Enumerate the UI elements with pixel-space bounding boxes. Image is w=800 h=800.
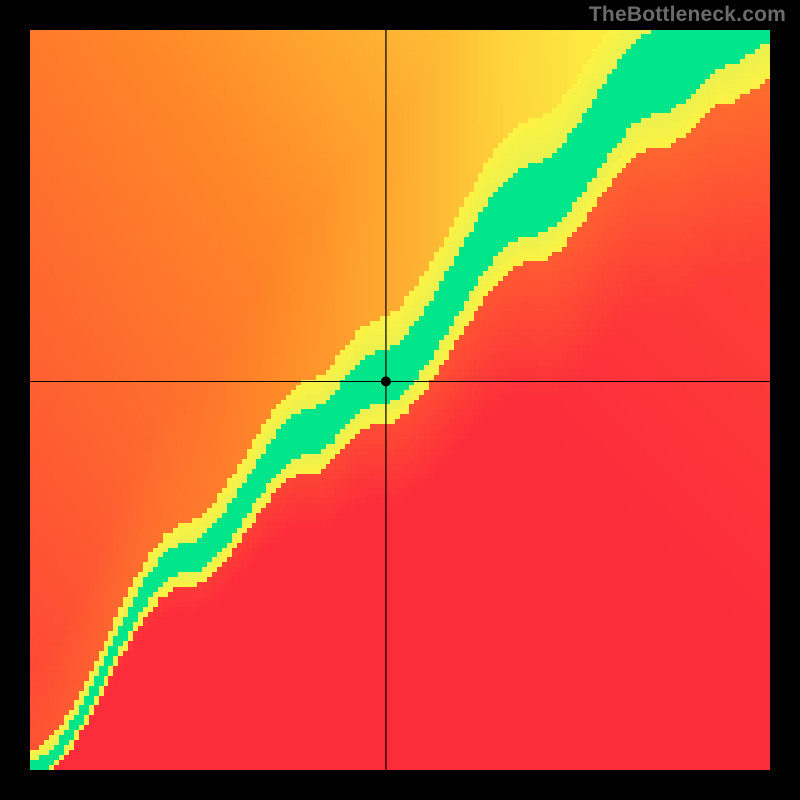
heatmap-plot: [30, 30, 770, 770]
watermark-text: TheBottleneck.com: [589, 3, 786, 27]
heatmap-canvas: [30, 30, 770, 770]
chart-container: TheBottleneck.com: [0, 0, 800, 800]
